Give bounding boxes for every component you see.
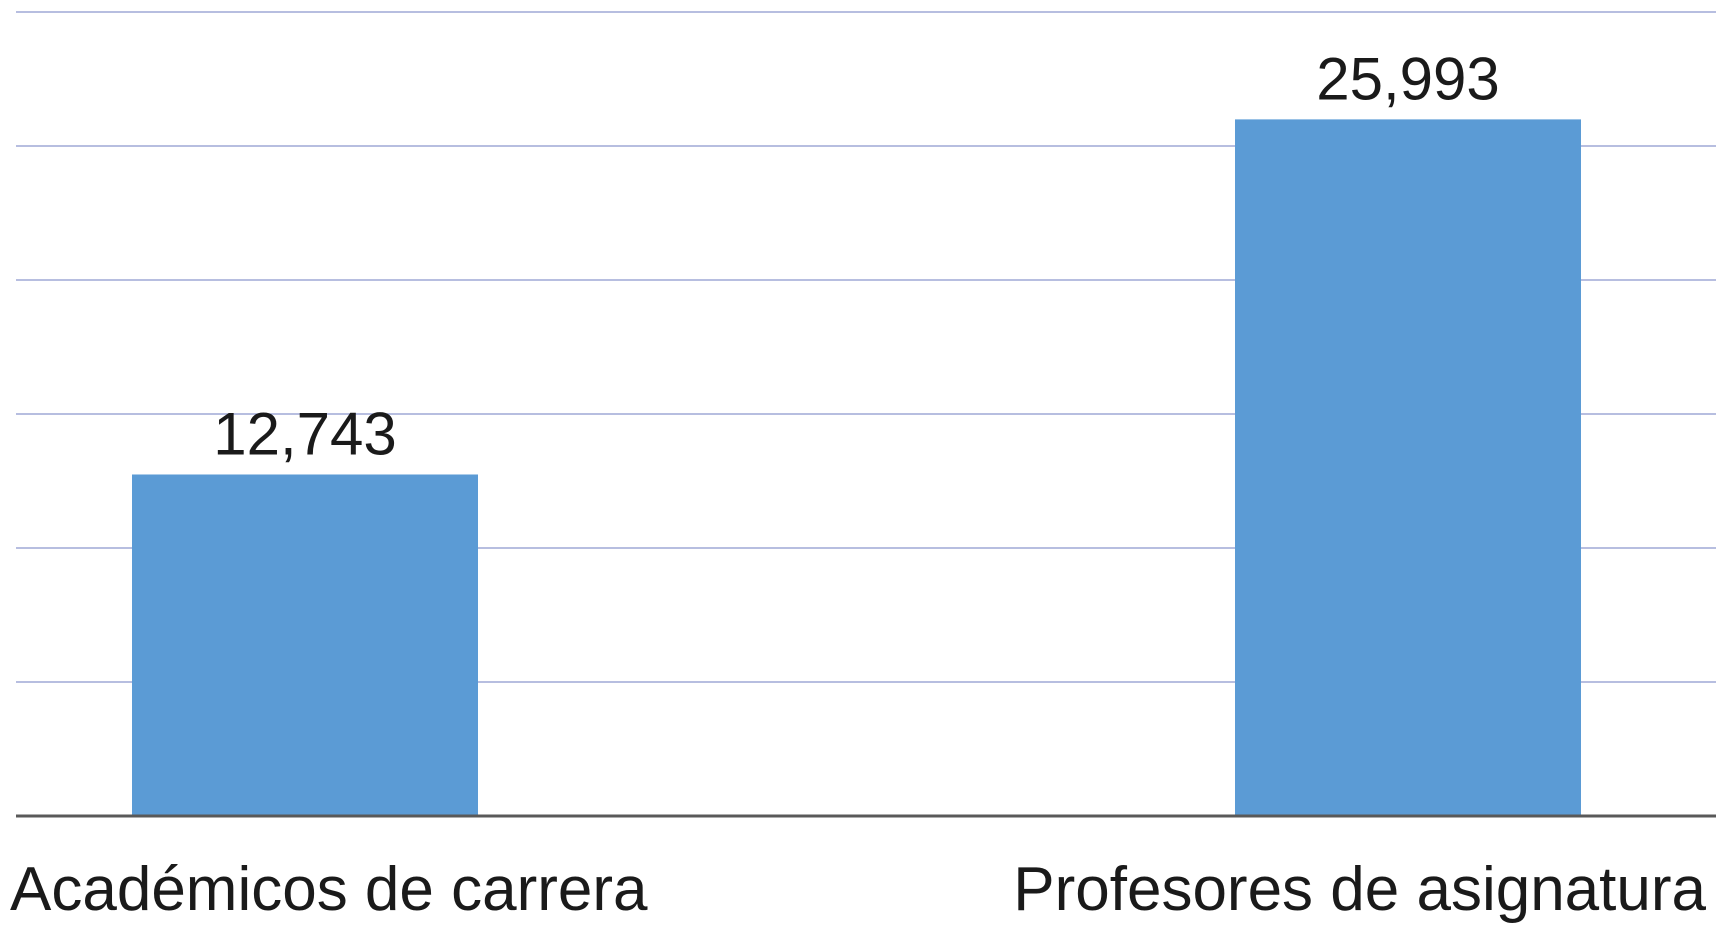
category-label-2: Profesores de asignatura [1013,855,1706,924]
data-label-2: 25,993 [1316,45,1500,112]
data-label-1: 12,743 [213,400,397,467]
bar-1 [132,474,478,816]
bars [132,119,1581,817]
bar-2 [1235,119,1581,817]
data-labels: 12,743 25,993 [213,45,1500,467]
category-labels: Académicos de carrera Profesores de asign… [10,855,1707,924]
category-label-1: Académicos de carrera [10,855,648,924]
